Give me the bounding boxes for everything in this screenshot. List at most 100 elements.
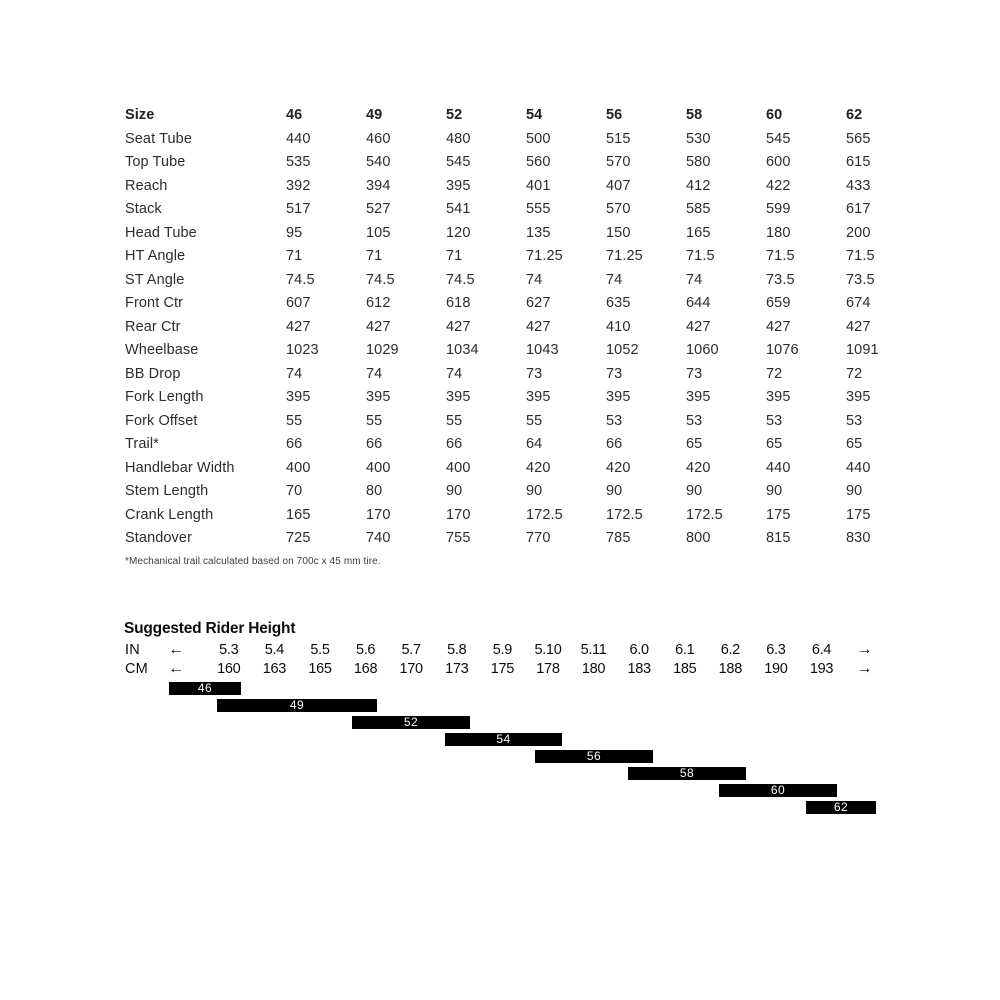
geometry-cell: 66 <box>286 436 303 452</box>
geometry-cell: 599 <box>766 201 791 217</box>
size-range-bars: 46 49 52 54 56 58 60 62 <box>0 682 1000 822</box>
geometry-cell: 400 <box>286 459 311 476</box>
geometry-cell: 515 <box>606 130 631 147</box>
geometry-cell: 165 <box>686 224 711 241</box>
geometry-cell: 427 <box>366 318 391 335</box>
size-range-bar: 56 <box>535 750 653 763</box>
size-range-bar: 46 <box>169 682 241 695</box>
geometry-cell: 755 <box>446 530 471 546</box>
geometry-cell: 65 <box>686 436 703 452</box>
geometry-cell: 635 <box>606 295 631 311</box>
geometry-cell: 172.5 <box>606 506 643 523</box>
geometry-cell: 422 <box>766 177 791 194</box>
geometry-cell: 71.5 <box>766 248 795 264</box>
size-range-bar-label: 46 <box>197 681 213 695</box>
geometry-cell: 71 <box>286 248 303 264</box>
geometry-cell: 73.5 <box>766 271 795 288</box>
geometry-cell: 407 <box>606 177 631 194</box>
size-range-bar-label: 52 <box>403 715 419 729</box>
geometry-row-label: Fork Offset <box>125 412 198 429</box>
size-column-header: 56 <box>606 107 623 123</box>
geometry-cell: 785 <box>606 530 631 546</box>
geometry-cell: 90 <box>846 483 863 499</box>
geometry-cell: 395 <box>846 389 871 405</box>
height-unit-label: IN <box>125 642 140 658</box>
geometry-cell: 1060 <box>686 342 719 358</box>
size-column-header: 62 <box>846 107 863 123</box>
geometry-table: Size 46 49 52 54 56 58 60 62 Seat Tube 440 460 480 50… <box>125 104 926 551</box>
geometry-cell: 172.5 <box>526 506 563 523</box>
geometry-row-label: ST Angle <box>125 271 185 288</box>
size-column-header: 58 <box>686 107 703 123</box>
geometry-cell: 740 <box>366 530 391 546</box>
size-column-header: 54 <box>526 107 543 123</box>
height-tick-value: 180 <box>581 661 606 677</box>
geometry-cell: 70 <box>286 483 303 499</box>
geometry-cell: 535 <box>286 154 311 170</box>
height-tick-value: 190 <box>764 661 788 677</box>
geometry-cell: 427 <box>286 318 311 335</box>
geometry-cell: 580 <box>686 154 711 170</box>
geometry-row-label: Stack <box>125 201 162 217</box>
left-arrow-icon: ← <box>168 641 184 658</box>
geometry-cell: 80 <box>366 483 383 499</box>
geometry-cell: 427 <box>846 318 871 335</box>
geometry-cell: 55 <box>286 412 303 429</box>
height-tick-value: 178 <box>536 661 560 677</box>
geometry-row-label: Front Ctr <box>125 295 184 311</box>
geometry-cell: 440 <box>286 130 311 147</box>
height-tick-value: 6.4 <box>811 642 832 658</box>
height-tick-value: 5.5 <box>310 642 330 658</box>
geometry-cell: 800 <box>686 530 711 546</box>
height-tick-value: 6.1 <box>675 642 695 658</box>
geometry-cell: 527 <box>366 201 391 217</box>
geometry-cell: 530 <box>686 130 711 147</box>
height-tick-value: 6.3 <box>766 642 786 658</box>
height-tick-value: 185 <box>673 661 697 677</box>
geometry-row-label: BB Drop <box>125 365 181 382</box>
trail-footnote: *Mechanical trail calculated based on 70… <box>125 556 381 567</box>
geometry-cell: 175 <box>846 506 871 523</box>
geometry-cell: 90 <box>446 483 463 499</box>
geometry-cell: 1052 <box>606 342 639 358</box>
geometry-cell: 72 <box>846 365 863 382</box>
geometry-cell: 1043 <box>526 342 559 358</box>
geometry-cell: 627 <box>526 295 551 311</box>
height-tick-value: 6.0 <box>629 642 650 658</box>
geometry-cell: 395 <box>686 389 711 405</box>
right-arrow-icon: → <box>856 641 873 658</box>
geometry-cell: 395 <box>526 389 551 405</box>
geometry-cell: 73.5 <box>846 271 875 288</box>
rider-height-title: Suggested Rider Height <box>124 620 296 637</box>
geometry-cell: 427 <box>686 318 711 335</box>
geometry-cell: 460 <box>366 130 391 147</box>
scale-spacer <box>192 641 206 659</box>
geometry-cell: 74 <box>526 271 543 288</box>
geometry-cell: 659 <box>766 295 791 311</box>
geometry-cell: 545 <box>446 154 471 170</box>
geometry-cell: 607 <box>286 295 311 311</box>
size-range-bar-label: 58 <box>679 766 695 780</box>
geometry-cell: 53 <box>846 412 863 429</box>
geometry-cell: 617 <box>846 201 871 217</box>
geometry-cell: 55 <box>446 412 463 429</box>
geometry-cell: 1076 <box>766 342 799 358</box>
geometry-cell: 517 <box>286 201 311 217</box>
geometry-cell: 555 <box>526 201 551 217</box>
geometry-cell: 120 <box>446 224 471 241</box>
height-unit-label: CM <box>125 661 148 677</box>
size-range-bar-label: 56 <box>586 749 602 763</box>
geometry-cell: 170 <box>446 506 471 523</box>
geometry-cell: 71.5 <box>686 248 715 264</box>
geometry-cell: 72 <box>766 365 783 382</box>
size-range-bar-label: 62 <box>833 800 849 814</box>
geometry-cell: 74 <box>366 365 383 382</box>
geometry-cell: 73 <box>686 365 703 382</box>
geometry-cell: 725 <box>286 530 311 546</box>
geometry-cell: 395 <box>366 389 391 405</box>
geometry-cell: 175 <box>766 506 791 523</box>
geometry-cell: 53 <box>766 412 783 429</box>
geometry-row-label: Handlebar Width <box>125 459 235 476</box>
geometry-cell: 440 <box>766 459 791 476</box>
scale-spacer <box>192 660 206 678</box>
